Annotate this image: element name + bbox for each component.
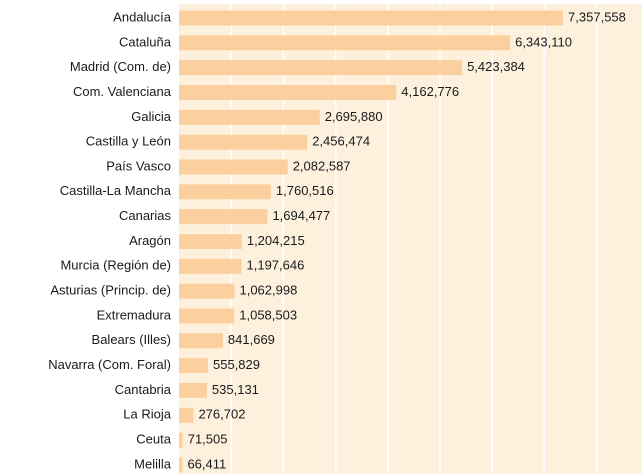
value-label: 1,058,503 [239,307,297,322]
value-label: 6,343,110 [515,34,572,49]
y-tick-label: Castilla-La Mancha [60,183,172,198]
bar [179,407,194,423]
y-tick-label: Ceuta [136,432,171,447]
value-label: 1,197,646 [247,258,305,273]
bar [179,209,268,225]
value-label: 1,694,477 [272,208,330,223]
bar [179,84,397,100]
plot-background [179,4,642,474]
value-label: 535,131 [212,382,259,397]
bar [179,333,223,349]
y-tick-label: Murcia (Región de) [60,258,171,273]
y-tick-label: La Rioja [123,407,171,422]
y-tick-label: Madrid (Com. de) [70,59,171,74]
value-label: 1,760,516 [276,183,334,198]
bar [179,457,183,473]
value-label: 1,062,998 [239,283,297,298]
value-label: 555,829 [213,357,260,372]
y-tick-label: Extremadura [97,307,172,322]
value-label: 2,695,880 [325,109,383,124]
bar [179,308,235,324]
bar [179,358,209,374]
y-tick-label: Castilla y León [86,134,171,149]
bar [179,258,242,274]
value-label: 7,357,558 [568,9,626,24]
value-label: 5,423,384 [467,59,525,74]
bar [179,382,207,398]
value-label: 841,669 [228,332,275,347]
y-tick-label: Galicia [131,109,172,124]
bar [179,159,288,175]
value-label: 66,411 [187,456,226,471]
bar [179,283,235,299]
value-label: 4,162,776 [401,84,459,99]
y-tick-label: Canarias [119,208,172,223]
y-tick-label: Cataluña [119,34,172,49]
bar [179,60,463,76]
y-tick-label: Asturias (Princip. de) [50,283,171,298]
y-tick-label: Navarra (Com. Foral) [48,357,171,372]
bar [179,233,242,249]
value-label: 276,702 [198,407,245,422]
bar [179,35,511,51]
bar [179,10,564,26]
value-label: 2,456,474 [312,134,370,149]
value-label: 1,204,215 [247,233,305,248]
bar [179,432,183,448]
y-tick-label: Cantabria [115,382,172,397]
bar [179,109,320,125]
y-tick-label: Melilla [134,456,172,471]
y-tick-label: País Vasco [106,158,171,173]
value-label: 71,505 [188,432,228,447]
y-tick-label: Com. Valenciana [73,84,172,99]
y-tick-label: Aragón [129,233,171,248]
value-label: 2,082,587 [293,158,351,173]
bar [179,184,271,200]
y-tick-label: Andalucía [113,9,172,24]
y-tick-label: Balears (Illes) [92,332,171,347]
bar [179,134,308,150]
